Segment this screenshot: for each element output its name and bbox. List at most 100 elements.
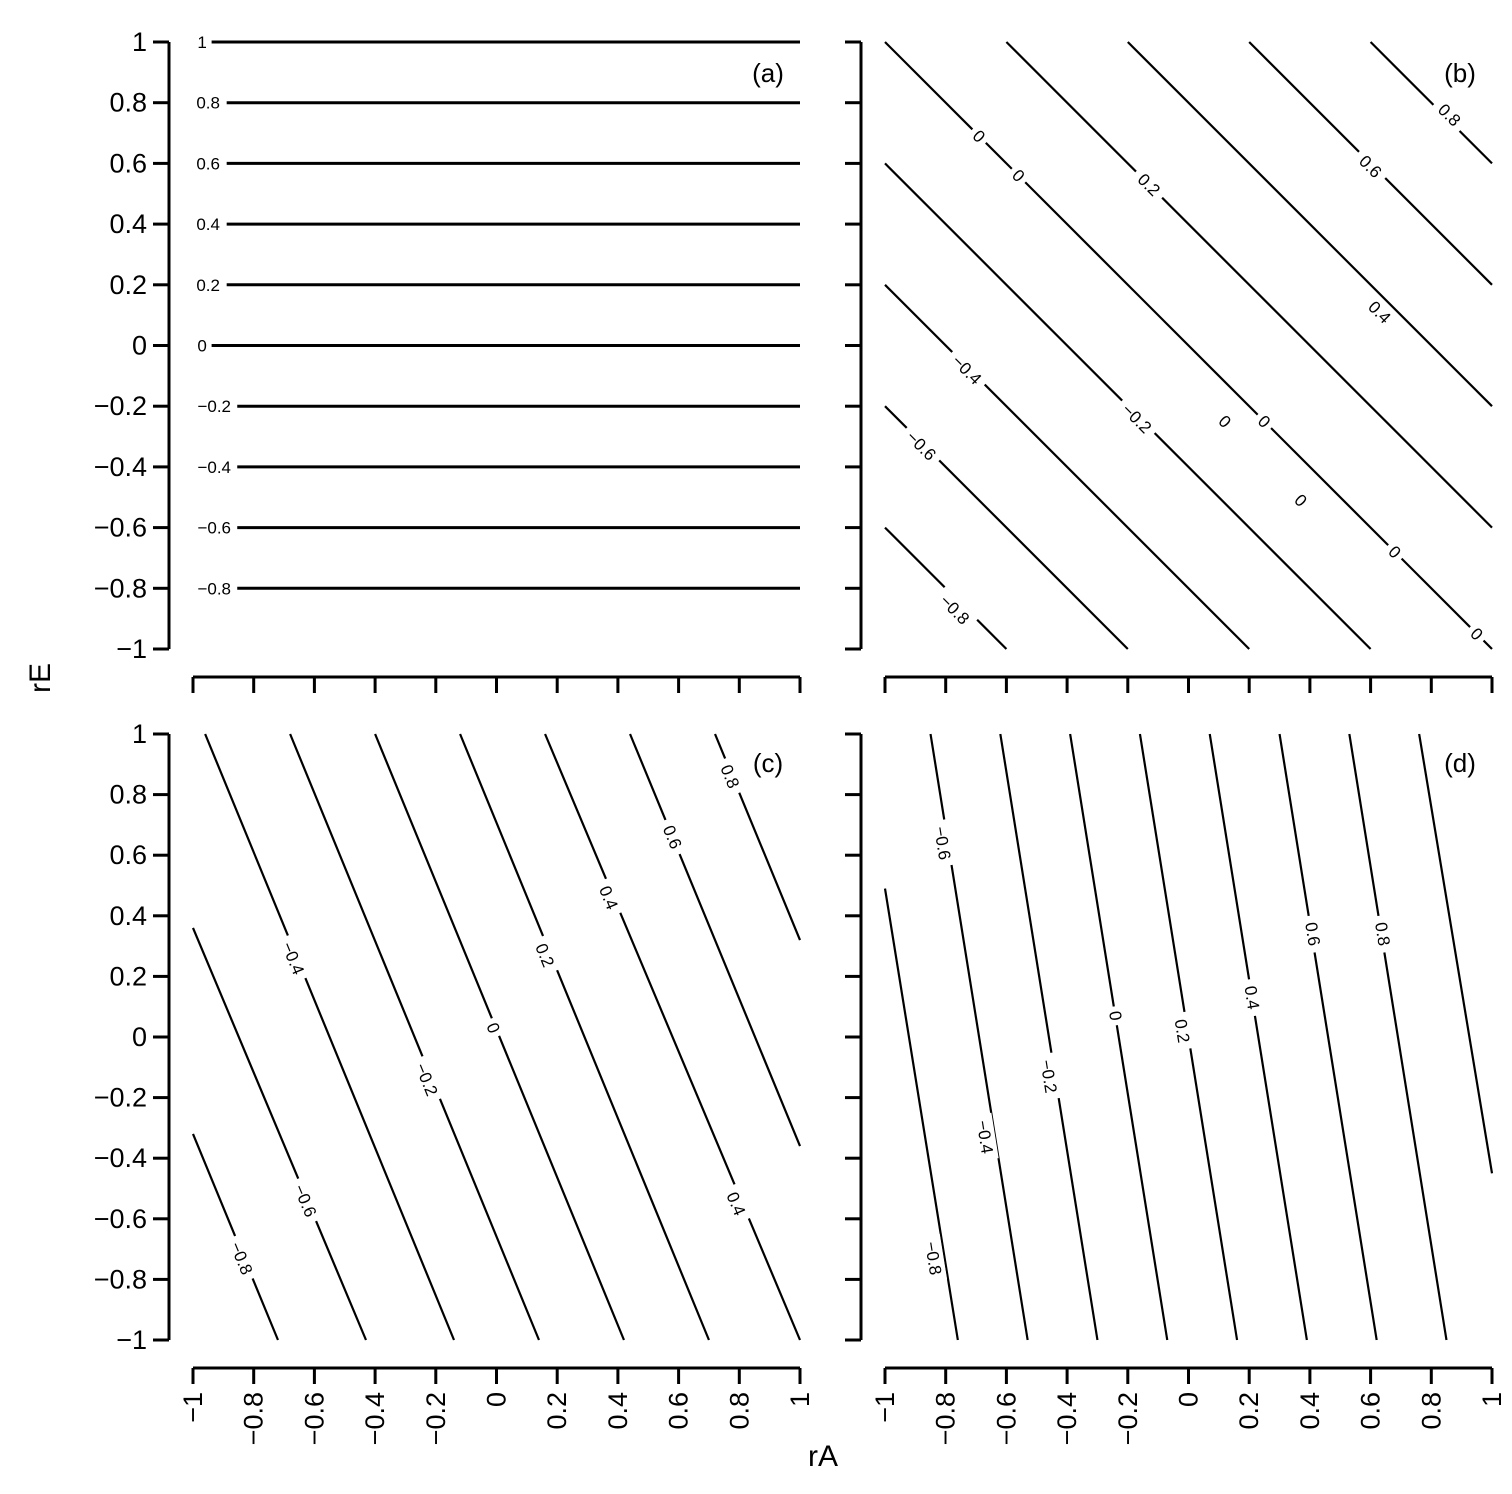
- x-tick-label: 0.8: [724, 1392, 754, 1430]
- contour-label-mask: [1350, 146, 1391, 187]
- contour-label-mask: [189, 92, 227, 113]
- contour-label-mask: [592, 876, 626, 919]
- contour-line: [374, 733, 625, 1341]
- x-tick-label: −1: [178, 1392, 208, 1423]
- x-tick-label: 0.4: [1295, 1392, 1325, 1430]
- contour-label-mask: [189, 214, 227, 235]
- contour-label: 0.6: [196, 154, 220, 173]
- x-tick-label: −0.8: [931, 1392, 961, 1445]
- y-tick-label: 1: [132, 27, 147, 57]
- contour-label-mask: [965, 122, 993, 150]
- x-tick-label: 1: [785, 1392, 815, 1407]
- contour-label-mask: [943, 346, 991, 394]
- contour-label: −0.6: [197, 519, 231, 538]
- contour-label-mask: [1463, 620, 1491, 648]
- contour-line: [459, 733, 710, 1341]
- y-tick-label: 0: [132, 331, 147, 361]
- contour-label: 0.6: [1301, 921, 1324, 947]
- contour-label-mask: [1113, 395, 1161, 442]
- contour-label-mask: [191, 517, 238, 538]
- y-tick-label: −0.4: [94, 1143, 147, 1173]
- x-tick-label: 0: [1174, 1392, 1204, 1407]
- contour-label-mask: [192, 32, 212, 52]
- contour-line: [884, 284, 1250, 650]
- contour-label-mask: [408, 1054, 445, 1105]
- contour-line: [204, 733, 456, 1341]
- x-tick-label: −0.4: [1052, 1392, 1082, 1445]
- x-tick-label: 0.2: [1234, 1392, 1264, 1430]
- contour-label-mask: [656, 816, 689, 858]
- contour-label-mask: [189, 274, 227, 295]
- x-tick-label: 0: [482, 1392, 512, 1407]
- contour-label: 0: [197, 337, 206, 356]
- contour-label-mask: [192, 335, 212, 356]
- contour-label: −0.4: [197, 458, 231, 477]
- contour-label-mask: [1239, 977, 1266, 1018]
- panel-tag-d: (d): [1444, 748, 1476, 778]
- contour-line: [1005, 41, 1493, 529]
- y-tick-label: −0.2: [94, 1083, 147, 1113]
- y-tick-label: 0.6: [109, 148, 147, 178]
- y-tick-label: −0.2: [94, 391, 147, 421]
- x-tick-label: 1: [1477, 1392, 1507, 1407]
- contour-line: [1369, 41, 1493, 165]
- contour-label-mask: [1359, 291, 1400, 333]
- contour-label: 0.8: [1371, 921, 1394, 947]
- contour-label-mask: [1004, 161, 1033, 190]
- contour-label-mask: [223, 1233, 260, 1284]
- x-tick-label: 0.6: [664, 1392, 694, 1430]
- y-tick-label: −1: [116, 1325, 147, 1355]
- panel-tag-c: (c): [753, 748, 783, 778]
- panel-a: −1 −0.8 −0.6 −0.4 −0.2 0 0.2 0.4 0.6 0.8 1 1 0.8 0.6 0…: [94, 27, 802, 693]
- y-tick-label: 0.4: [109, 209, 147, 239]
- contour-line: [289, 733, 541, 1341]
- contour-label-mask: [898, 422, 945, 469]
- contour-line: [883, 888, 959, 1341]
- x-tick-label: −0.4: [360, 1392, 390, 1445]
- contour-label-mask: [1250, 407, 1279, 436]
- contour-label-mask: [189, 153, 227, 174]
- y-tick-label: 0.8: [109, 780, 147, 810]
- contour-label-mask: [1169, 1011, 1196, 1051]
- contour-label: 0.2: [196, 276, 220, 295]
- contour-line: [1127, 41, 1493, 407]
- contour-label-mask: [1104, 1004, 1128, 1027]
- contour-line: [1418, 733, 1494, 1174]
- contour-label-mask: [191, 396, 238, 417]
- x-tick-label: −0.2: [421, 1392, 451, 1445]
- contour-line: [1069, 733, 1169, 1341]
- contour-label: 0: [1105, 1010, 1125, 1022]
- contour-label-mask: [1035, 1052, 1063, 1101]
- x-tick-label: −0.2: [1113, 1392, 1143, 1445]
- contour-label-mask: [1287, 486, 1315, 515]
- panel-d: −1 −0.8 −0.6 −0.4 −0.2 0 0.2 0.4 0.6 0.8 1 0.8 0.6 0.…: [845, 732, 1507, 1445]
- contour-label-mask: [713, 755, 747, 798]
- contour-label: −0.6: [930, 825, 954, 861]
- contour-line: [1348, 733, 1448, 1341]
- x-tick-label: 0.2: [542, 1392, 572, 1430]
- contour-label-mask: [191, 456, 238, 477]
- contour-label: −0.8: [197, 579, 231, 598]
- y-tick-label: −1: [116, 634, 147, 664]
- y-tick-label: −0.8: [94, 1264, 147, 1294]
- x-tick-label: 0.6: [1356, 1392, 1386, 1430]
- contour-label: −0.4: [278, 939, 308, 977]
- contour-label: −0.6: [290, 1182, 321, 1220]
- contour-line: [1278, 733, 1378, 1341]
- contour-label: −0.8: [921, 1240, 945, 1276]
- contour-label: −0.2: [197, 397, 231, 416]
- contour-label: 1: [197, 33, 206, 52]
- contour-line: [1208, 733, 1308, 1341]
- contour-label: 0.4: [1240, 985, 1263, 1011]
- panel-c: −1 −0.8 −0.6 −0.4 −0.2 0 0.2 0.4 0.6 0.8 1 −1 −0.8 −0…: [94, 719, 815, 1445]
- y-tick-label: −0.6: [94, 1204, 147, 1234]
- contour-label: −0.2: [1036, 1058, 1060, 1094]
- contour-line: [191, 927, 368, 1341]
- x-axis-title: rA: [808, 1440, 838, 1473]
- contour-label-mask: [931, 586, 979, 633]
- x-tick-label: 0.8: [1416, 1392, 1446, 1430]
- contour-label-mask: [1369, 914, 1396, 954]
- y-axis-title: rE: [24, 663, 57, 693]
